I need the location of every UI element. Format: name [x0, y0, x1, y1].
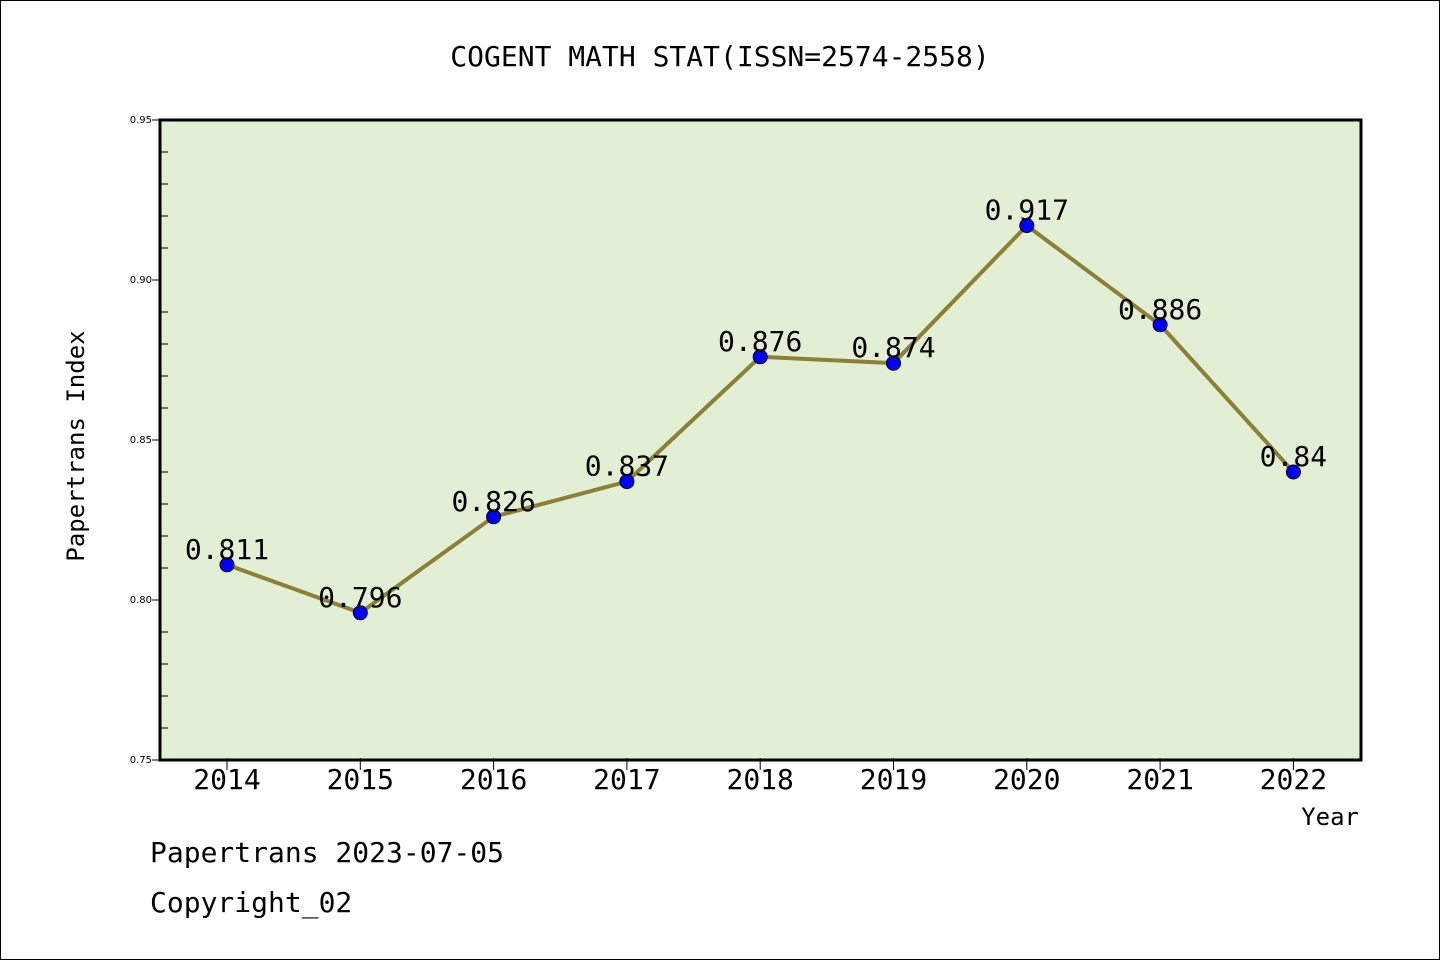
data-point [1152, 317, 1168, 333]
data-markers [219, 218, 1301, 621]
x-axis: 2014 2015 2016 2017 2018 2019 2020 2021 2022 [193, 758, 1327, 796]
data-label: 0.796 [318, 581, 402, 614]
x-tick-label: 2018 [726, 763, 793, 796]
y-tick-label: 0.90 [130, 275, 152, 286]
data-point [1019, 218, 1035, 234]
y-tick-label: 0.85 [130, 435, 152, 446]
data-point [886, 355, 901, 371]
data-label: 0.826 [451, 485, 535, 518]
y-tick-label: 0.80 [130, 595, 152, 606]
data-point [1285, 464, 1301, 480]
x-tick-label: 2017 [593, 763, 660, 796]
x-tick-label: 2021 [1126, 763, 1193, 796]
data-point [752, 349, 768, 365]
data-label: 0.874 [851, 331, 935, 364]
y-axis: 0.75 0.80 0.85 0.90 0.95 [130, 115, 168, 766]
x-tick-label: 2020 [993, 763, 1060, 796]
data-point [352, 605, 368, 621]
x-tick-label: 2014 [193, 763, 260, 796]
footer-copyright-line: Copyright_02 [150, 886, 353, 919]
x-tick-label: 2015 [327, 763, 394, 796]
data-point [486, 509, 502, 525]
data-labels: 0.811 0.796 0.826 0.837 0.876 0.874 0.917 0.886… [185, 194, 1327, 614]
data-point [619, 474, 635, 490]
x-tick-label: 2019 [860, 763, 927, 796]
y-tick-label: 0.75 [130, 755, 152, 766]
x-axis-label: Year [1301, 803, 1359, 831]
footer-date-line: Papertrans 2023-07-05 [150, 836, 505, 869]
y-axis-label: Papertrans Index [62, 330, 90, 561]
data-label: 0.886 [1118, 293, 1202, 326]
x-tick-label: 2016 [460, 763, 527, 796]
data-label: 0.811 [185, 533, 269, 566]
plot-area [158, 118, 1363, 762]
data-label: 0.84 [1260, 440, 1327, 473]
data-label: 0.876 [718, 325, 802, 358]
data-label: 0.837 [585, 450, 669, 483]
x-tick-label: 2022 [1260, 763, 1327, 796]
y-tick-label: 0.95 [130, 115, 152, 126]
chart-title: COGENT MATH STAT(ISSN=2574-2558) [450, 40, 989, 73]
data-point [219, 557, 235, 573]
data-label: 0.917 [985, 194, 1069, 227]
